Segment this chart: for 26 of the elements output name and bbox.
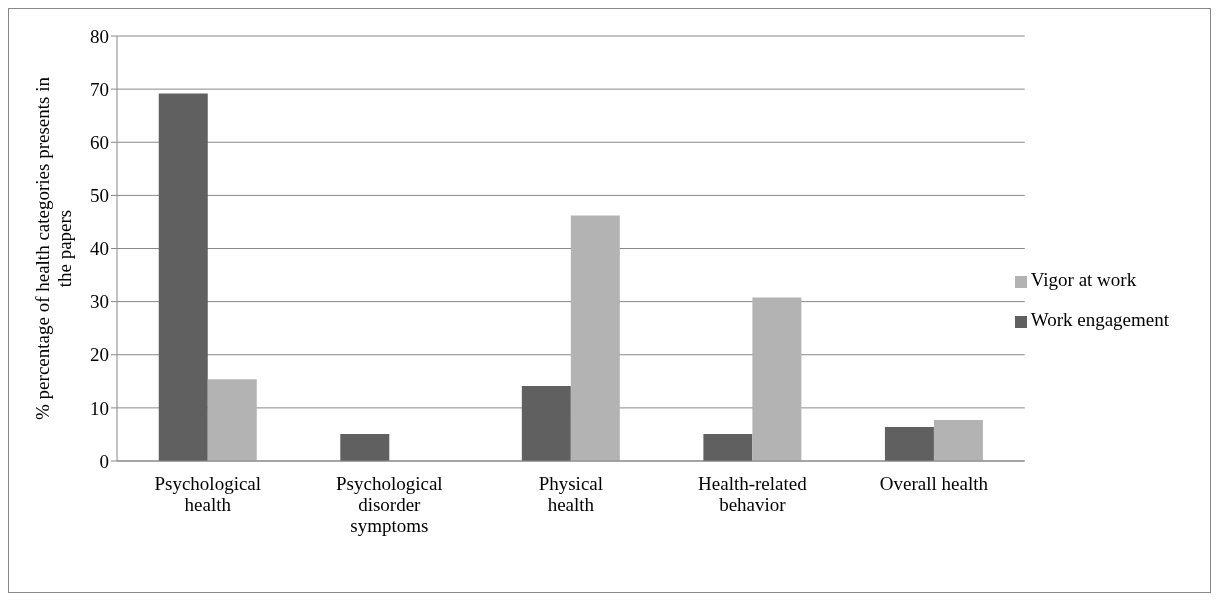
- y-tick-label: 70: [90, 78, 109, 100]
- y-tick-label: 80: [90, 25, 109, 47]
- legend-label: Work engagement: [1030, 309, 1169, 330]
- bar: [521, 386, 571, 461]
- y-tick-label: 20: [90, 344, 109, 366]
- y-tick-label: 10: [90, 397, 109, 419]
- y-tick-label: 30: [90, 291, 109, 313]
- x-tick-label: Psychological health: [154, 473, 262, 516]
- bar: [570, 215, 620, 461]
- y-axis-title: % percentage of health categories presents in the papers: [32, 76, 75, 420]
- x-tick-label: Physical health: [538, 473, 604, 516]
- bar: [158, 93, 208, 461]
- y-tick-label: 0: [99, 450, 109, 472]
- x-tick-label: Psychological disorder symptoms: [336, 473, 443, 536]
- y-tick-label: 50: [90, 185, 109, 207]
- legend-label: Vigor at work: [1030, 269, 1137, 290]
- bar: [933, 420, 983, 461]
- y-tick-label: 40: [90, 238, 109, 260]
- bar: [752, 297, 802, 461]
- x-tick-label: Overall health: [879, 473, 989, 495]
- bar: [884, 427, 934, 461]
- bar: [207, 379, 257, 461]
- bar: [703, 433, 753, 461]
- x-tick-label: Health-related behavior: [698, 473, 808, 516]
- y-tick-label: 60: [90, 131, 109, 153]
- bar: [340, 433, 390, 461]
